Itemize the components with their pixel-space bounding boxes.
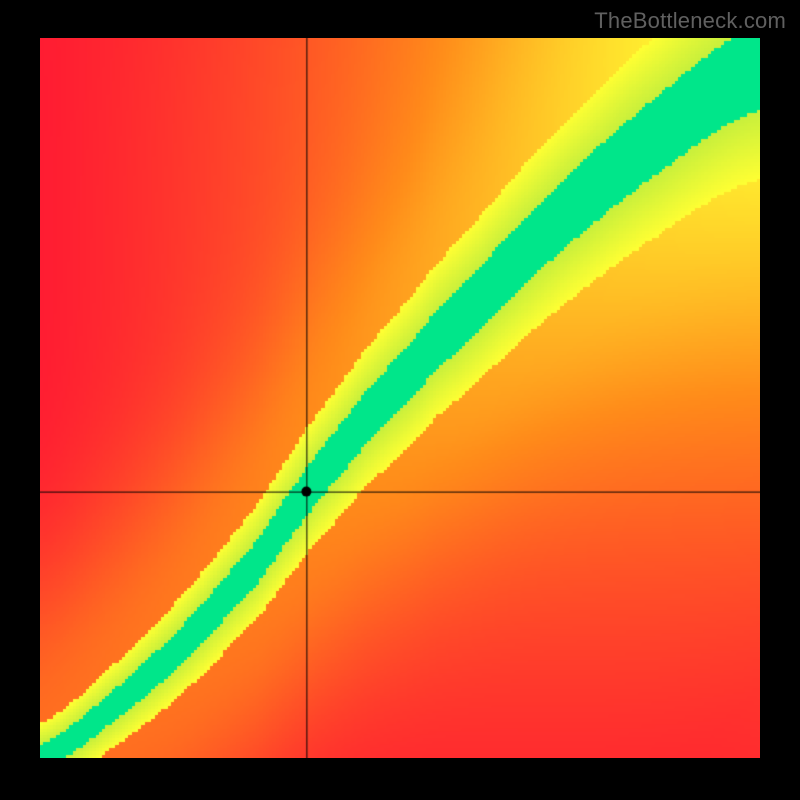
chart-container: TheBottleneck.com (0, 0, 800, 800)
watermark-text: TheBottleneck.com (594, 8, 786, 34)
heatmap-plot (40, 38, 760, 758)
crosshair-overlay (40, 38, 760, 758)
